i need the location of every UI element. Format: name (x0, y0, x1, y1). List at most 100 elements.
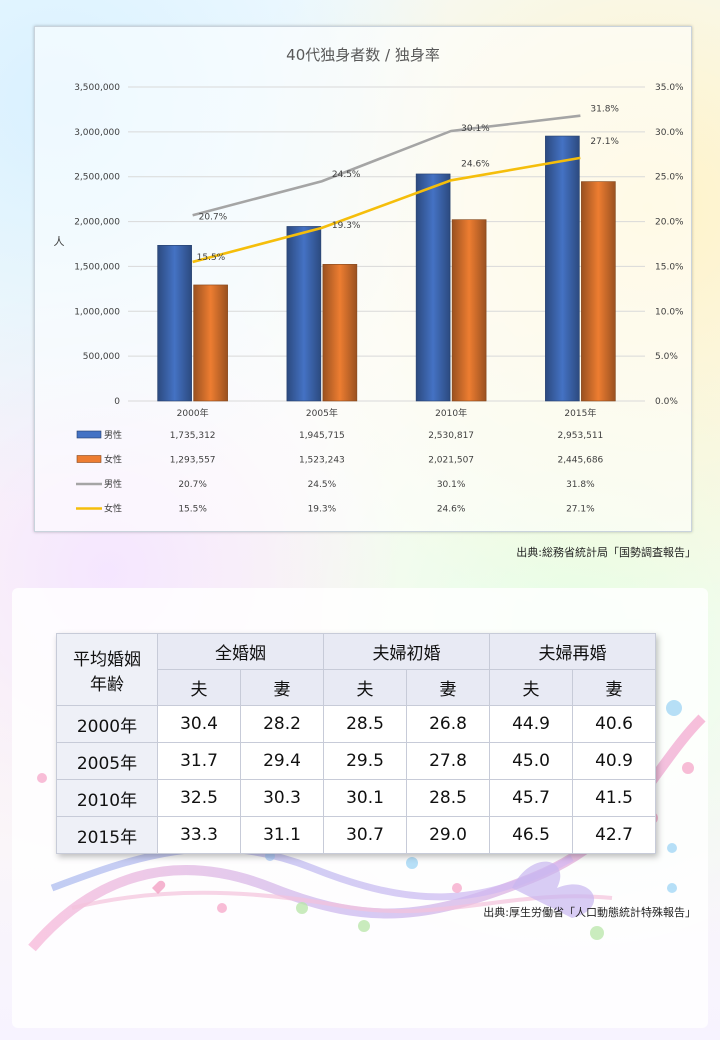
bar (286, 226, 322, 402)
table-cell: 28.5 (323, 705, 407, 743)
table-row: 2010年 32.5 30.3 30.1 28.5 45.7 41.5 (56, 779, 656, 817)
combo-chart: 40代独身者数 / 独身率 0 0.0% 500,000 5.0% 1,000,000 10… (54, 46, 685, 515)
sub-header: 夫 (157, 669, 241, 706)
table-data-label: 19.3% (308, 505, 337, 515)
line-data-label: 24.6% (461, 159, 490, 169)
row-year: 2010年 (56, 779, 158, 817)
y-tick-label: 3,000,000 (74, 128, 120, 138)
table-row: 2015年 33.3 31.1 30.7 29.0 46.5 42.7 (56, 816, 656, 854)
table-cell: 40.9 (572, 742, 656, 780)
line-data-label: 31.8% (590, 105, 619, 115)
corner-line-2: 年齢 (90, 674, 124, 695)
series-line (192, 114, 581, 217)
sub-header: 夫 (323, 669, 407, 706)
table-data-label: 27.1% (566, 505, 595, 515)
table-data-label: 24.5% (308, 480, 337, 490)
table-cell: 30.1 (323, 779, 407, 817)
table-row: 2005年 31.7 29.4 29.5 27.8 45.0 40.9 (56, 742, 656, 780)
table-data-label: 1,945,715 (299, 431, 345, 441)
group-header-remarriage: 夫婦再婚 (489, 633, 656, 670)
table-cell: 42.7 (572, 816, 656, 854)
legend-entry: 女性 (104, 503, 122, 515)
table-cell: 45.0 (489, 742, 573, 780)
y2-tick-label: 35.0% (655, 83, 684, 93)
line-data-label: 24.5% (332, 170, 361, 180)
row-year: 2005年 (56, 742, 158, 780)
table-data-label: 2,953,511 (557, 431, 603, 441)
row-year: 2000年 (56, 705, 158, 743)
table-cell: 33.3 (157, 816, 241, 854)
table-data-label: 2,021,507 (428, 456, 474, 466)
y2-tick-label: 30.0% (655, 128, 684, 138)
legend-entry: 男性 (104, 429, 122, 441)
x-tick-label: 2000年 (177, 407, 209, 419)
line-data-label: 19.3% (332, 221, 361, 231)
bar (451, 219, 487, 402)
table-data-label: 30.1% (437, 480, 466, 490)
table-cell: 29.0 (406, 816, 490, 854)
table-cell: 29.5 (323, 742, 407, 780)
line-data-label: 30.1% (461, 124, 490, 134)
legend-entry: 女性 (104, 454, 122, 466)
table-cell: 30.3 (240, 779, 324, 817)
y-tick-label: 1,500,000 (74, 262, 120, 272)
legend-swatch-bar (76, 430, 102, 439)
y2-tick-label: 10.0% (655, 307, 684, 317)
y2-tick-label: 5.0% (655, 352, 678, 362)
series-line (192, 156, 581, 264)
chart-title: 40代独身者数 / 独身率 (286, 46, 440, 64)
table-corner-header: 平均婚姻 年齢 (56, 633, 158, 706)
bar (415, 173, 451, 402)
table-cell: 31.1 (240, 816, 324, 854)
bar (545, 135, 580, 402)
bar (322, 264, 358, 402)
y-tick-label: 2,000,000 (74, 218, 120, 228)
marriage-age-table: 平均婚姻 年齢 全婚姻 夫婦初婚 夫婦再婚 夫 妻 夫 妻 夫 妻 2000年 … (56, 633, 656, 854)
sub-header: 夫 (489, 669, 573, 706)
table-cell: 45.7 (489, 779, 573, 817)
table-cell: 31.7 (157, 742, 241, 780)
line-data-label: 27.1% (590, 137, 619, 147)
line-data-label: 20.7% (199, 212, 228, 222)
table-cell: 27.8 (406, 742, 490, 780)
y-tick-label: 0 (114, 397, 120, 407)
y2-tick-label: 0.0% (655, 397, 678, 407)
table-data-label: 20.7% (178, 480, 207, 490)
table-source-note: 出典:厚生労働省「人口動態統計特殊報告」 (483, 906, 696, 919)
table-cell: 46.5 (489, 816, 573, 854)
sub-header: 妻 (406, 669, 490, 706)
y-tick-label: 3,500,000 (74, 83, 120, 93)
table-cell: 28.5 (406, 779, 490, 817)
x-tick-label: 2015年 (564, 407, 596, 419)
table-cell: 44.9 (489, 705, 573, 743)
bar (193, 284, 228, 402)
table-data-label: 1,523,243 (299, 456, 345, 466)
table-data-label: 31.8% (566, 480, 595, 490)
bar (157, 245, 192, 402)
y2-tick-label: 25.0% (655, 173, 684, 183)
legend-swatch-bar (76, 455, 102, 463)
row-year: 2015年 (56, 816, 158, 854)
chart-source-note: 出典:総務省統計局「国勢調査報告」 (516, 546, 696, 559)
group-header-all: 全婚姻 (157, 633, 324, 670)
table-data-label: 1,735,312 (170, 431, 216, 441)
y-tick-label: 500,000 (83, 352, 120, 362)
y-tick-label: 2,500,000 (74, 173, 120, 183)
table-data-label: 15.5% (178, 505, 207, 515)
table-data-label: 1,293,557 (170, 456, 216, 466)
table-cell: 40.6 (572, 705, 656, 743)
table-row: 2000年 30.4 28.2 28.5 26.8 44.9 40.6 (56, 705, 656, 743)
table-data-label: 24.6% (437, 505, 466, 515)
x-tick-label: 2005年 (306, 407, 338, 419)
sub-header: 妻 (572, 669, 656, 706)
group-header-first: 夫婦初婚 (323, 633, 490, 670)
table-cell: 28.2 (240, 705, 324, 743)
table-cell: 32.5 (157, 779, 241, 817)
corner-line-1: 平均婚姻 (73, 649, 141, 670)
y2-tick-label: 15.0% (655, 262, 684, 272)
x-tick-label: 2010年 (435, 407, 467, 419)
chart-panel: 40代独身者数 / 独身率 0 0.0% 500,000 5.0% 1,000,000 10… (34, 26, 692, 532)
sub-header: 妻 (240, 669, 324, 706)
table-cell: 30.7 (323, 816, 407, 854)
table-data-label: 2,530,817 (428, 431, 474, 441)
